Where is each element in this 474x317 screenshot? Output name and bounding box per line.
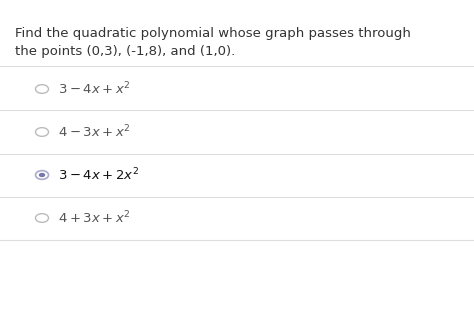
Text: Find the quadratic polynomial whose graph passes through: Find the quadratic polynomial whose grap… [15, 27, 411, 40]
Text: $3 - 4x + 2x^2$: $3 - 4x + 2x^2$ [58, 167, 139, 183]
Ellipse shape [39, 173, 45, 177]
Text: the points (0,3), (-1,8), and (1,0).: the points (0,3), (-1,8), and (1,0). [15, 45, 235, 58]
Text: $4 + 3x + x^2$: $4 + 3x + x^2$ [58, 210, 130, 226]
Text: $3 - 4x + x^2$: $3 - 4x + x^2$ [58, 81, 130, 97]
Text: $4 - 3x + x^2$: $4 - 3x + x^2$ [58, 124, 130, 140]
